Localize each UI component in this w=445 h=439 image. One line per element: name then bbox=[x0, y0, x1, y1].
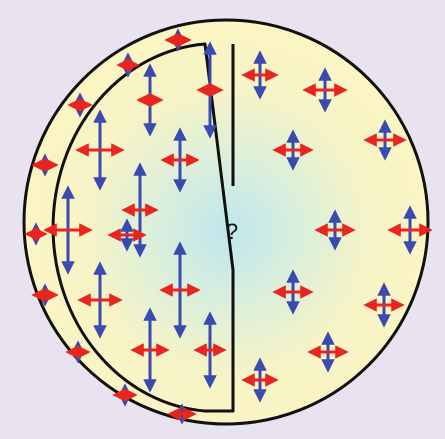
strain-arrow-cross bbox=[193, 311, 227, 389]
strain-arrow-cross bbox=[136, 63, 164, 137]
strain-arrow-cross bbox=[241, 50, 279, 100]
center-question-mark: ? bbox=[226, 219, 238, 244]
strain-arrow-cross bbox=[24, 222, 48, 246]
strain-arrow-cross bbox=[112, 383, 138, 407]
strain-arrow-cross bbox=[272, 269, 314, 315]
strain-arrow-cross bbox=[196, 41, 224, 139]
strain-arrow-cross bbox=[130, 307, 170, 393]
strain-arrow-cross bbox=[159, 241, 201, 339]
arrow-field bbox=[24, 28, 433, 425]
strain-arrow-cross bbox=[107, 218, 147, 252]
strain-arrow-cross bbox=[75, 109, 125, 191]
strain-arrow-cross bbox=[272, 129, 314, 171]
strain-arrow-cross bbox=[363, 119, 407, 161]
strain-arrow-cross bbox=[307, 331, 349, 373]
strain-arrow-cross bbox=[67, 92, 93, 118]
strain-arrow-cross bbox=[77, 261, 123, 339]
strain-arrow-cross bbox=[65, 340, 91, 364]
strain-arrow-cross bbox=[43, 185, 93, 275]
strain-arrow-cross bbox=[31, 283, 59, 307]
strain-arrow-cross bbox=[302, 67, 348, 113]
strain-arrow-cross bbox=[241, 357, 279, 403]
strain-arrow-cross bbox=[167, 403, 197, 425]
strain-arrow-cross bbox=[363, 282, 405, 328]
strain-arrow-cross bbox=[314, 209, 356, 251]
strain-arrow-cross bbox=[387, 205, 433, 255]
strain-arrow-cross bbox=[116, 52, 140, 78]
strain-arrow-cross bbox=[31, 153, 59, 177]
strain-arrow-cross bbox=[160, 127, 200, 193]
strain-arrow-cross bbox=[164, 28, 192, 52]
